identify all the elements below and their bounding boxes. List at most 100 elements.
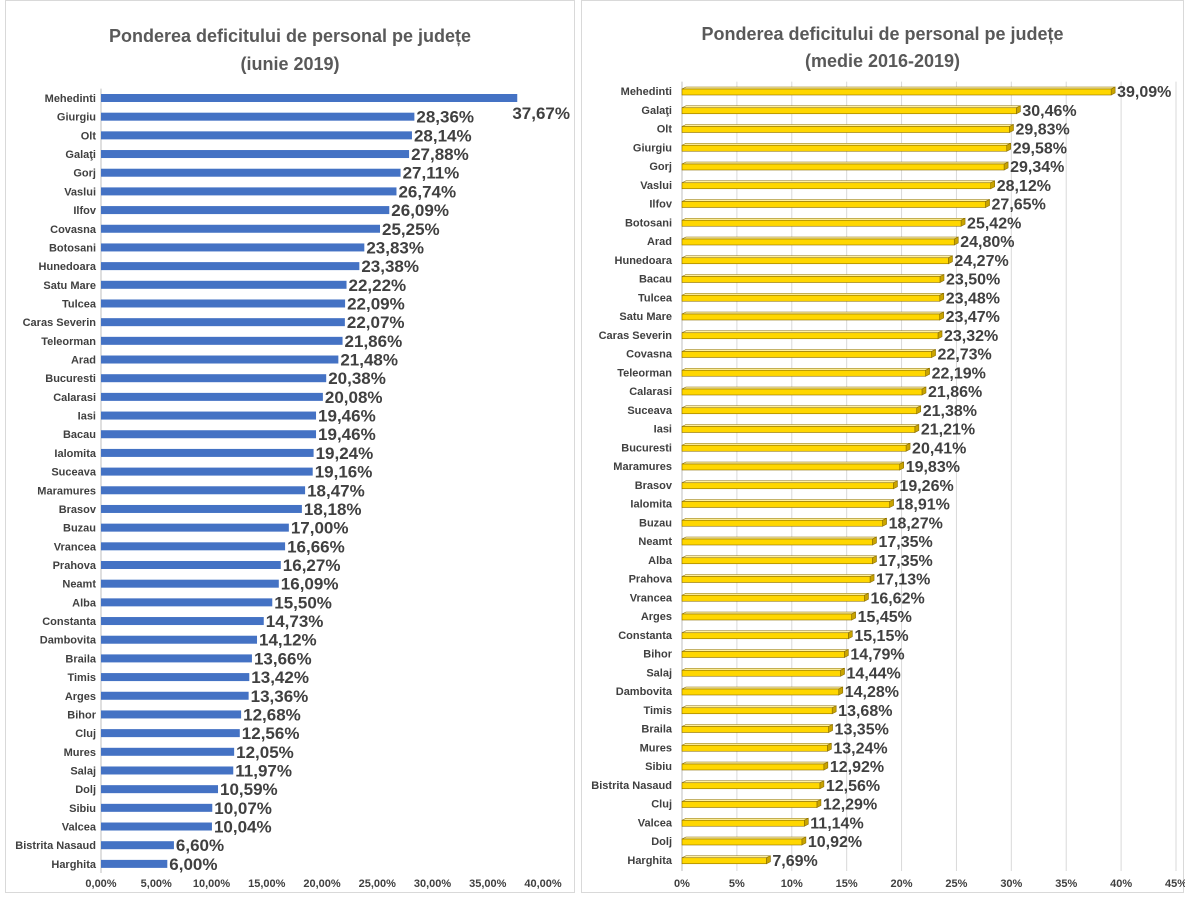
bar-top-face xyxy=(681,199,990,202)
bar xyxy=(101,150,410,159)
bar xyxy=(681,538,873,546)
category-label: Mures xyxy=(64,747,96,759)
data-label: 13,24% xyxy=(833,740,887,757)
bar xyxy=(681,688,840,696)
category-label: Mures xyxy=(640,742,672,754)
category-label: Mehedinti xyxy=(45,93,96,105)
bar xyxy=(101,598,273,607)
x-tick-label: 5,00% xyxy=(141,878,172,890)
bar xyxy=(101,579,279,588)
bar xyxy=(681,88,1112,96)
category-label: Dambovita xyxy=(616,686,673,698)
bar xyxy=(681,801,818,808)
data-label: 16,09% xyxy=(281,575,339,594)
category-label: Arad xyxy=(647,236,672,248)
category-label: Bistrita Nasaud xyxy=(591,780,672,792)
data-label: 22,07% xyxy=(347,313,405,332)
category-label: Ilfov xyxy=(649,199,672,211)
bar xyxy=(681,107,1017,115)
bar xyxy=(101,448,314,457)
chart-title: Ponderea deficitului de personal pe jude… xyxy=(701,24,1064,44)
data-label: 16,27% xyxy=(283,556,341,575)
category-label: Salaj xyxy=(70,765,96,777)
bar xyxy=(681,407,918,415)
data-label: 28,36% xyxy=(416,108,474,127)
bar-top-face xyxy=(681,142,1011,146)
x-tick-label: 25% xyxy=(945,878,967,890)
data-label: 10,04% xyxy=(214,818,272,837)
category-label: Constanta xyxy=(42,616,97,628)
bar xyxy=(101,224,381,233)
category-label: Vaslui xyxy=(640,180,672,192)
bar xyxy=(101,187,397,196)
bar xyxy=(101,822,212,831)
data-label: 6,00% xyxy=(169,855,217,874)
bar xyxy=(101,112,415,121)
bar xyxy=(101,523,289,532)
category-label: Botosani xyxy=(625,217,672,229)
bar xyxy=(681,463,900,471)
data-label: 23,38% xyxy=(361,257,419,276)
data-label: 23,83% xyxy=(366,238,424,257)
bar xyxy=(681,707,833,715)
bar xyxy=(101,841,174,850)
category-label: Covasna xyxy=(50,224,97,236)
category-label: Satu Mare xyxy=(619,311,672,323)
x-tick-label: 15% xyxy=(836,878,858,890)
bar xyxy=(681,163,1005,171)
data-label: 28,12% xyxy=(997,178,1051,195)
bar xyxy=(681,369,926,377)
bar xyxy=(681,594,865,602)
x-tick-label: 25,00% xyxy=(359,878,397,890)
bar xyxy=(101,504,302,513)
bar xyxy=(681,482,894,490)
data-label: 17,00% xyxy=(291,519,349,538)
data-label: 15,45% xyxy=(858,609,912,626)
data-label: 17,13% xyxy=(876,572,930,589)
data-label: 25,42% xyxy=(967,215,1021,232)
category-label: Teleorman xyxy=(617,367,672,379)
category-label: Bacau xyxy=(639,274,672,286)
data-label: 19,83% xyxy=(906,459,960,476)
bar xyxy=(681,313,940,321)
x-tick-label: 15,00% xyxy=(248,878,286,890)
data-label: 20,08% xyxy=(325,388,383,407)
category-label: Timis xyxy=(643,705,672,717)
category-label: Alba xyxy=(648,555,673,567)
category-label: Olt xyxy=(657,124,673,136)
category-label: Ilfov xyxy=(73,205,96,217)
bar xyxy=(101,392,323,401)
bar xyxy=(681,557,873,565)
bar-top-face xyxy=(681,86,1116,90)
data-label: 13,68% xyxy=(838,703,892,720)
bar xyxy=(101,430,317,439)
data-label: 39,09% xyxy=(1117,84,1171,101)
bar-top-face xyxy=(681,105,1021,109)
bar xyxy=(101,206,390,215)
category-label: Gorj xyxy=(73,168,96,180)
bar xyxy=(681,294,941,302)
data-label: 15,50% xyxy=(274,593,332,612)
data-label: 22,09% xyxy=(347,294,405,313)
category-label: Valcea xyxy=(638,817,673,829)
category-label: Galaţi xyxy=(641,105,672,117)
bar xyxy=(101,859,168,868)
bar xyxy=(101,280,347,289)
bar xyxy=(681,857,767,865)
data-label: 26,09% xyxy=(391,201,449,220)
data-label: 21,38% xyxy=(923,403,977,420)
bar xyxy=(101,243,365,252)
bar xyxy=(101,94,518,102)
data-label: 13,36% xyxy=(251,687,309,706)
x-tick-label: 5% xyxy=(729,878,745,890)
bar xyxy=(101,467,313,476)
category-label: Ialomita xyxy=(54,448,96,460)
bar xyxy=(681,238,955,246)
bar xyxy=(681,669,841,677)
data-label: 26,74% xyxy=(398,182,456,201)
data-label: 29,58% xyxy=(1013,140,1067,157)
bar xyxy=(681,782,821,790)
category-label: Suceava xyxy=(51,467,97,479)
data-label: 12,56% xyxy=(826,778,880,795)
category-label: Bucuresti xyxy=(45,373,96,385)
